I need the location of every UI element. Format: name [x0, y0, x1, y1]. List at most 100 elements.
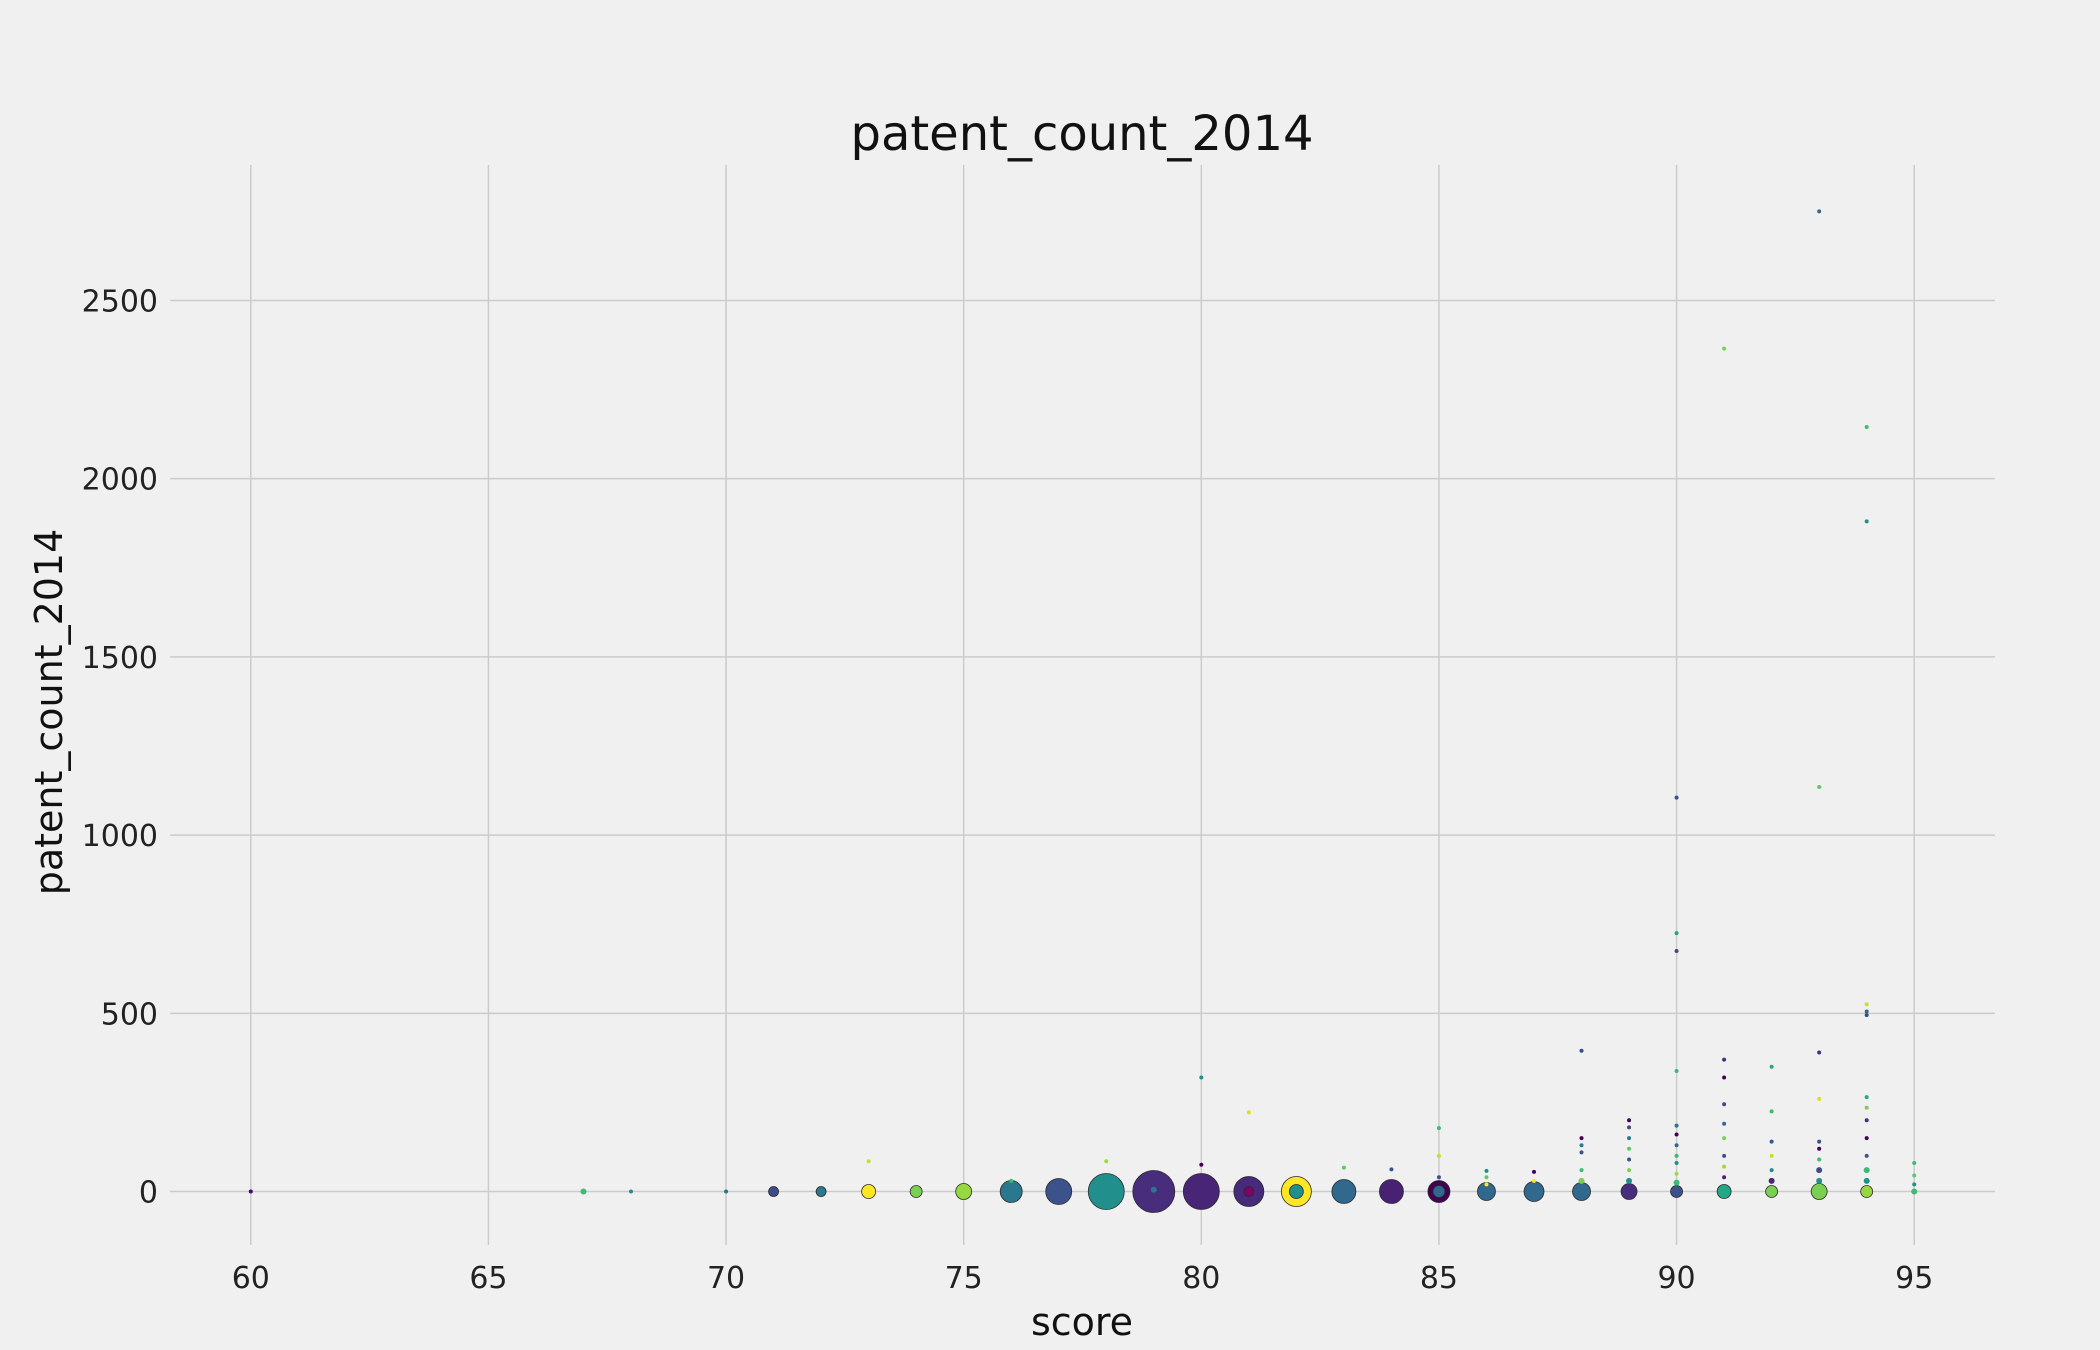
x-tick-label: 60 [232, 1261, 270, 1296]
data-point [1863, 1167, 1870, 1174]
chart-title: patent_count_2014 [850, 106, 1313, 162]
data-point [1722, 1075, 1727, 1080]
data-point [955, 1183, 973, 1200]
data-point [1864, 1153, 1869, 1158]
data-point [1864, 1013, 1869, 1018]
data-point [1674, 1132, 1679, 1137]
data-point [1627, 1157, 1632, 1162]
data-point [1817, 784, 1822, 789]
data-point [1769, 1153, 1774, 1158]
data-point [861, 1184, 877, 1199]
data-point [1817, 1157, 1822, 1162]
data-point [1674, 1161, 1679, 1166]
data-point [999, 1180, 1023, 1203]
data-point [1436, 1153, 1441, 1158]
x-tick-label: 95 [1895, 1261, 1933, 1296]
data-point [1243, 1186, 1255, 1197]
data-point [1199, 1075, 1204, 1080]
x-tick-label: 90 [1657, 1261, 1695, 1296]
data-point [1860, 1185, 1874, 1198]
data-point [1288, 1184, 1304, 1199]
data-point [1768, 1177, 1775, 1184]
data-point [1150, 1186, 1157, 1193]
data-point [1523, 1181, 1545, 1202]
data-point [1769, 1139, 1774, 1144]
data-point [1572, 1182, 1591, 1201]
y-tick-label: 2500 [82, 284, 158, 319]
data-point [1331, 1179, 1357, 1204]
data-point [1579, 1136, 1584, 1141]
data-point [1531, 1178, 1536, 1183]
data-point [1864, 1105, 1869, 1110]
data-point [1817, 209, 1822, 214]
data-point [1674, 948, 1679, 953]
data-point [1484, 1175, 1489, 1180]
data-point [815, 1186, 827, 1197]
data-point [1579, 1143, 1584, 1148]
data-point [1009, 1178, 1014, 1183]
data-point [1436, 1175, 1441, 1180]
data-point [1722, 1057, 1727, 1062]
data-point [1087, 1173, 1125, 1210]
data-point [1864, 424, 1869, 429]
data-point [1769, 1064, 1774, 1069]
data-point [1722, 1136, 1727, 1141]
data-point [1863, 1177, 1870, 1184]
data-point [1722, 346, 1727, 351]
data-point [1432, 1185, 1446, 1198]
data-point [1864, 1118, 1869, 1123]
data-point [1627, 1118, 1632, 1123]
data-point [1045, 1178, 1073, 1205]
data-point [1817, 1096, 1822, 1101]
data-point [1912, 1161, 1917, 1166]
data-point [1674, 1123, 1679, 1128]
data-point [1674, 795, 1679, 800]
data-point [1484, 1168, 1489, 1173]
y-tick-label: 500 [101, 997, 158, 1032]
data-point [1627, 1136, 1632, 1141]
data-point [1769, 1168, 1774, 1173]
data-point [1627, 1168, 1632, 1173]
data-point [1579, 1048, 1584, 1053]
data-point [1816, 1167, 1823, 1174]
data-point [1379, 1179, 1404, 1204]
data-point [1864, 1009, 1869, 1014]
data-point [1864, 519, 1869, 524]
data-point [1627, 1125, 1632, 1130]
x-axis-ticks: 60 65 70 75 80 85 90 95 [232, 1261, 1934, 1296]
data-point [1674, 931, 1679, 936]
data-point [1246, 1110, 1251, 1115]
data-point [1620, 1183, 1638, 1200]
data-point [1769, 1109, 1774, 1114]
data-point [1817, 1050, 1822, 1055]
y-tick-label: 1000 [82, 819, 158, 854]
data-point [1674, 1069, 1679, 1074]
data-point [1673, 1179, 1680, 1186]
x-tick-label: 85 [1420, 1261, 1458, 1296]
data-point [1578, 1177, 1585, 1184]
data-point [1722, 1175, 1727, 1180]
y-axis-title: patent_count_2014 [27, 529, 71, 896]
data-point [1199, 1162, 1204, 1167]
data-point [1810, 1183, 1828, 1200]
data-point [248, 1189, 253, 1194]
data-point [1484, 1182, 1489, 1187]
data-point [866, 1159, 871, 1164]
y-tick-label: 0 [139, 1176, 158, 1211]
data-point [629, 1189, 634, 1194]
data-point [1864, 1002, 1869, 1007]
data-point [1864, 1095, 1869, 1100]
x-axis-title: score [1031, 1300, 1133, 1344]
data-point [1722, 1164, 1727, 1169]
data-point [1716, 1184, 1732, 1199]
data-point [1911, 1188, 1918, 1195]
y-tick-label: 2000 [82, 463, 158, 498]
x-tick-label: 80 [1182, 1261, 1220, 1296]
data-point [1670, 1185, 1683, 1198]
data-point [1531, 1169, 1536, 1174]
data-point [1579, 1168, 1584, 1173]
y-axis-ticks: 0 500 1000 1500 2000 2500 [82, 284, 158, 1210]
data-point [1674, 1153, 1679, 1158]
data-point [1765, 1185, 1779, 1198]
